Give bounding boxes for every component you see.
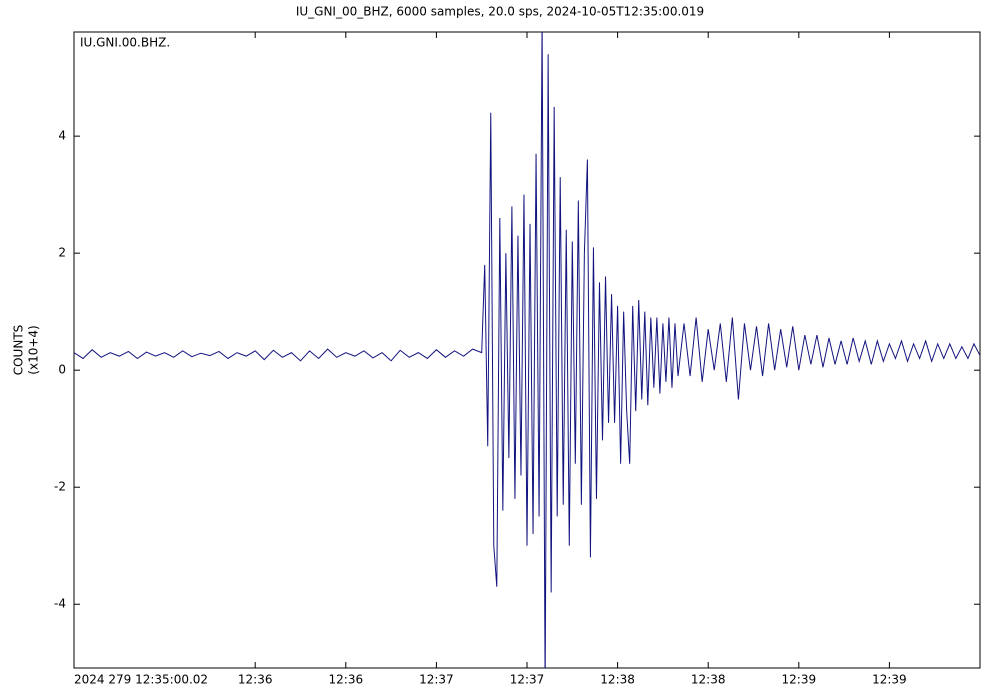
- x-tick-label: 12:38: [600, 673, 635, 687]
- waveform: [74, 32, 980, 668]
- plot-area: [74, 32, 980, 668]
- y-tick-label: 2: [58, 246, 66, 260]
- y-tick-label: -2: [54, 480, 66, 494]
- y-axis-unit: (x10+4): [27, 325, 41, 374]
- x-tick-label: 12:39: [872, 673, 907, 687]
- x-tick-label: 12:38: [691, 673, 726, 687]
- y-tick-label: 4: [58, 129, 66, 143]
- trace-label: IU.GNI.00.BHZ.: [80, 36, 170, 50]
- x-tick-label: 12:36: [329, 673, 364, 687]
- x-tick-label: 12:36: [238, 673, 273, 687]
- x-tick-label: 12:37: [419, 673, 454, 687]
- x-tick-label: 12:37: [510, 673, 545, 687]
- x-tick-label: 12:39: [782, 673, 817, 687]
- x-tick-label: 2024 279 12:35:00.02: [74, 673, 208, 687]
- y-tick-label: -4: [54, 597, 66, 611]
- plot-frame: [73, 31, 981, 669]
- y-axis-label: COUNTS: [12, 325, 26, 376]
- chart-title: IU_GNI_00_BHZ, 6000 samples, 20.0 sps, 2…: [296, 5, 704, 19]
- y-tick-label: 0: [58, 363, 66, 377]
